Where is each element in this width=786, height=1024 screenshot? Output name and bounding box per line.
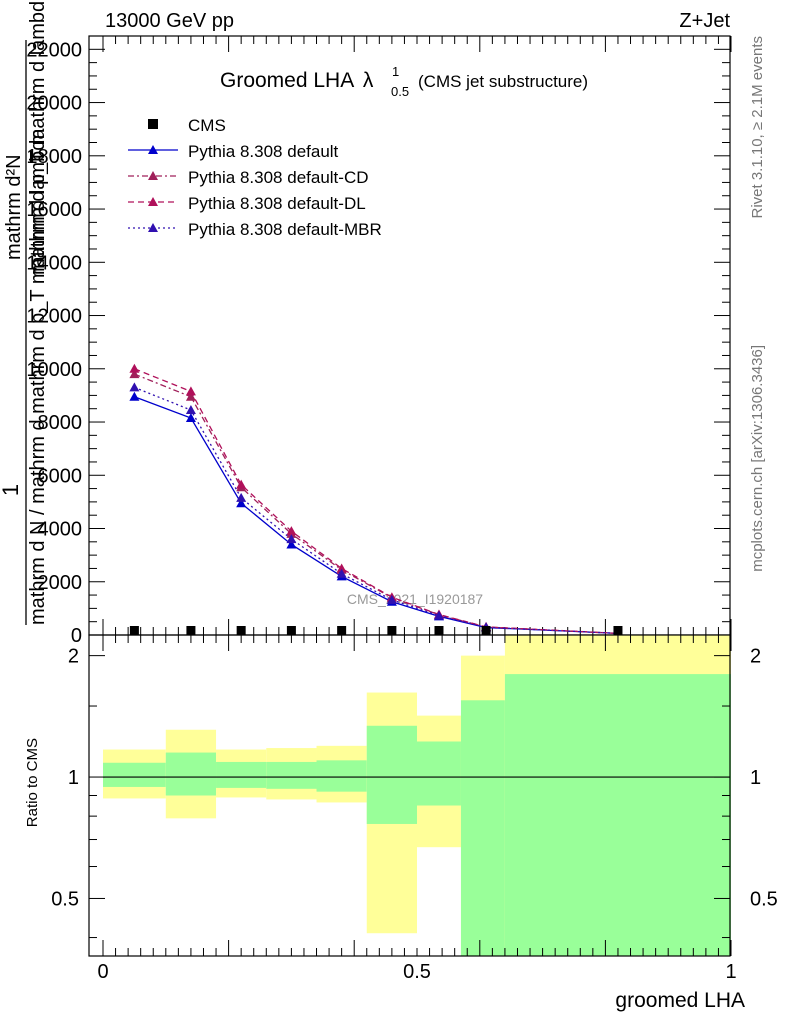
series-line-3: [134, 386, 618, 635]
ylabel-sub: mathrm d p_T mathrm d lambda: [27, 0, 49, 275]
cms-data-point: [481, 626, 491, 635]
main-title-sub: 0.5: [391, 84, 409, 99]
series-point-3: [236, 492, 247, 502]
legend-label-cms: CMS: [188, 116, 226, 135]
header-left: 13000 GeV pp: [105, 10, 234, 32]
cms-data-point: [186, 626, 196, 635]
main-plot-frame: [88, 35, 731, 636]
legend-label-1: Pythia 8.308 default-CD: [188, 168, 369, 187]
main-y-tick-label: 16000: [26, 199, 82, 221]
x-tick-label: 0: [97, 961, 108, 983]
ratio-band-inner: [165, 752, 217, 796]
cms-data-point: [387, 626, 397, 635]
series-point-3: [185, 405, 196, 415]
mcplots-label: mcplots.cern.ch [arXiv:1306.3436]: [749, 345, 766, 572]
ratio-band-inner: [417, 741, 461, 806]
series-point-2: [286, 526, 297, 536]
ratio-y-tick-label: 2: [68, 646, 79, 668]
cms-data-point: [434, 626, 444, 635]
ratio-y-tick-label: 1: [68, 767, 79, 789]
ratio-band-inner: [366, 725, 417, 824]
series-point-3: [129, 382, 140, 392]
ratio-panel: 0.5 0.51 12 2 0 0.5 1 Ratio to CMS groomed LH…: [24, 634, 778, 1012]
legend-marker-2: [148, 197, 158, 206]
main-title: Groomed LHA λ: [220, 69, 374, 92]
cms-data-point: [613, 626, 623, 635]
legend: CMS Pythia 8.308 default Pythia 8.308 defa…: [128, 116, 382, 239]
main-data-points: [129, 626, 623, 635]
main-y-tick-label: 12000: [26, 306, 82, 328]
header-right: Z+Jet: [679, 10, 730, 32]
series-point-2: [236, 479, 247, 489]
ratio-band-inner: [266, 761, 317, 789]
ratio-bands: [103, 635, 731, 956]
series-point-3: [286, 534, 297, 544]
series-point-2: [185, 386, 196, 396]
legend-marker-cms: [148, 119, 158, 129]
legend-label-0: Pythia 8.308 default: [188, 142, 339, 161]
series-point-3: [386, 594, 397, 604]
cms-data-point: [129, 626, 139, 635]
main-y-label: 1 mathrm d N / mathrm d mathrm d p_T mat…: [0, 0, 49, 625]
main-y-tick-label: 14000: [26, 252, 82, 274]
ratio-y-tick-label-right: 2: [750, 646, 761, 668]
series-point-3: [433, 610, 444, 620]
ratio-y-label: Ratio to CMS: [24, 738, 41, 827]
series-point-2: [336, 563, 347, 573]
main-y-tick-label: 4000: [38, 519, 83, 541]
x-tick-label: 0.5: [403, 961, 431, 983]
watermark: CMS_2021_I1920187: [347, 591, 483, 607]
main-title-lambda: λ: [363, 69, 374, 92]
ratio-y-tick-label-right: 1: [750, 767, 761, 789]
main-title-sup: 1: [392, 64, 399, 79]
ratio-y-ticks: 0.5 0.5 1 1 2 2: [51, 646, 778, 939]
series-point-1: [185, 391, 196, 401]
ratio-band-inner: [316, 760, 367, 792]
cms-data-point: [337, 626, 347, 635]
main-y-tick-label: 0: [71, 625, 82, 647]
ylabel-denom: mathrm d N / mathrm d mathrm d p_T mathr…: [27, 128, 49, 625]
series-point-0: [286, 539, 297, 549]
main-y-tick-label: 20000: [26, 93, 82, 115]
ratio-y-tick-label: 0.5: [51, 888, 79, 910]
series-point-1: [129, 369, 140, 379]
series-point-2: [129, 363, 140, 373]
legend-label-2: Pythia 8.308 default-DL: [188, 194, 366, 213]
series-point-3: [336, 568, 347, 578]
main-y-tick-label: 22000: [26, 39, 82, 61]
main-y-tick-label: 2000: [38, 572, 83, 594]
ratio-band-inner: [103, 762, 166, 787]
rivet-label: Rivet 3.1.10, ≥ 2.1M events: [749, 36, 766, 219]
ratio-x-label: groomed LHA: [615, 989, 745, 1012]
series-point-0: [236, 498, 247, 508]
ratio-band-inner: [460, 700, 505, 956]
main-y-tick-label: 8000: [38, 412, 83, 434]
main-y-tick-label: 6000: [38, 465, 83, 487]
series-point-0: [129, 391, 140, 401]
main-title-text: Groomed LHA: [220, 69, 354, 92]
legend-marker-3: [148, 223, 158, 232]
ratio-band-inner: [216, 761, 267, 788]
ratio-y-tick-label-right: 0.5: [750, 888, 778, 910]
cms-data-point: [286, 626, 296, 635]
ylabel-main: mathrm d²N: [3, 154, 25, 260]
legend-marker-1: [148, 171, 158, 180]
ratio-band-inner: [504, 674, 731, 956]
main-panel: 0 2000 4000 6000 8000 10000 12000 14000 16000 180…: [0, 0, 732, 647]
cms-data-point: [236, 626, 246, 635]
ratio-x-ticks: 0 0.5 1: [97, 635, 737, 983]
legend-marker-0: [148, 145, 158, 154]
legend-label-3: Pythia 8.308 default-MBR: [188, 220, 382, 239]
x-tick-label: 1: [725, 961, 736, 983]
ylabel-numer: 1: [0, 484, 23, 496]
main-y-tick-label: 18000: [26, 146, 82, 168]
main-y-ticks: 0 2000 4000 6000 8000 10000 12000 14000 16000 180…: [26, 39, 730, 647]
main-y-tick-label: 10000: [26, 359, 82, 381]
main-title-suffix: (CMS jet substructure): [418, 72, 588, 91]
series-point-0: [185, 413, 196, 423]
